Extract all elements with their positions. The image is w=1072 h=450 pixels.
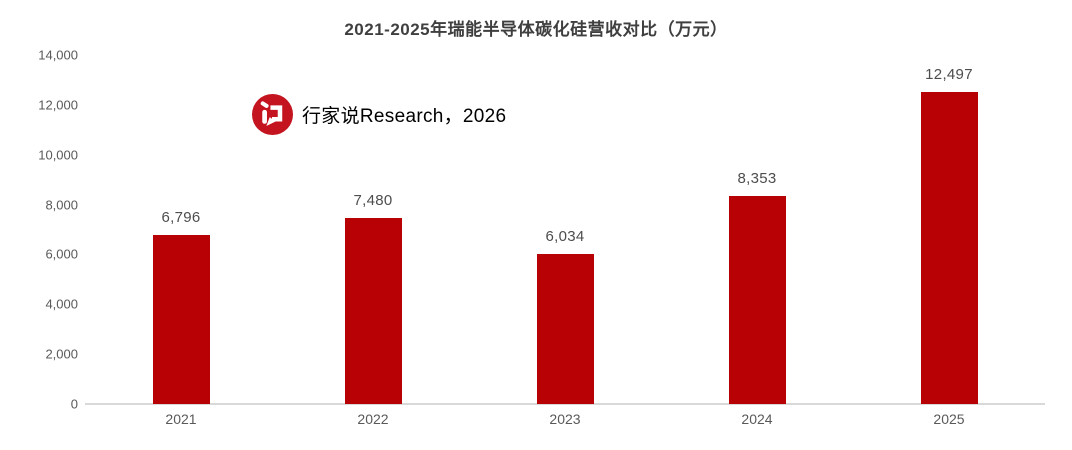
bar-value-label: 6,796 [161, 208, 201, 226]
bar-value-label: 12,497 [925, 66, 973, 84]
bar-2024 [728, 195, 786, 404]
x-axis-line [85, 403, 1045, 405]
y-tick-label: 14,000 [38, 47, 78, 63]
bar-2025 [920, 92, 978, 404]
x-tick-label: 2025 [933, 411, 965, 427]
bar-2021 [152, 234, 210, 404]
bar-2023 [536, 253, 594, 404]
x-tick-label: 2022 [357, 411, 389, 427]
chart-title: 2021-2025年瑞能半导体碳化硅营收对比（万元） [344, 20, 728, 39]
y-tick-label: 12,000 [38, 97, 78, 113]
y-tick-label: 4,000 [45, 296, 78, 312]
bar-value-label: 6,034 [545, 227, 585, 245]
y-tick-label: 2,000 [45, 346, 78, 362]
bar-value-label: 8,353 [737, 169, 777, 187]
y-tick-label: 10,000 [38, 147, 78, 163]
plot-area [85, 55, 1045, 405]
hangjiashuo-logo-icon [252, 94, 293, 135]
y-tick-label: 8,000 [45, 197, 78, 213]
watermark-text: 行家说Research，2026 [302, 106, 507, 127]
y-tick-label: 6,000 [45, 246, 78, 262]
bar-2022 [344, 217, 402, 404]
x-tick-label: 2021 [165, 411, 197, 427]
x-tick-label: 2024 [741, 411, 773, 427]
watermark: 行家说Research，2026 [252, 94, 506, 135]
bar-value-label: 7,480 [353, 191, 393, 209]
y-tick-label: 0 [70, 396, 78, 412]
x-tick-label: 2023 [549, 411, 581, 427]
